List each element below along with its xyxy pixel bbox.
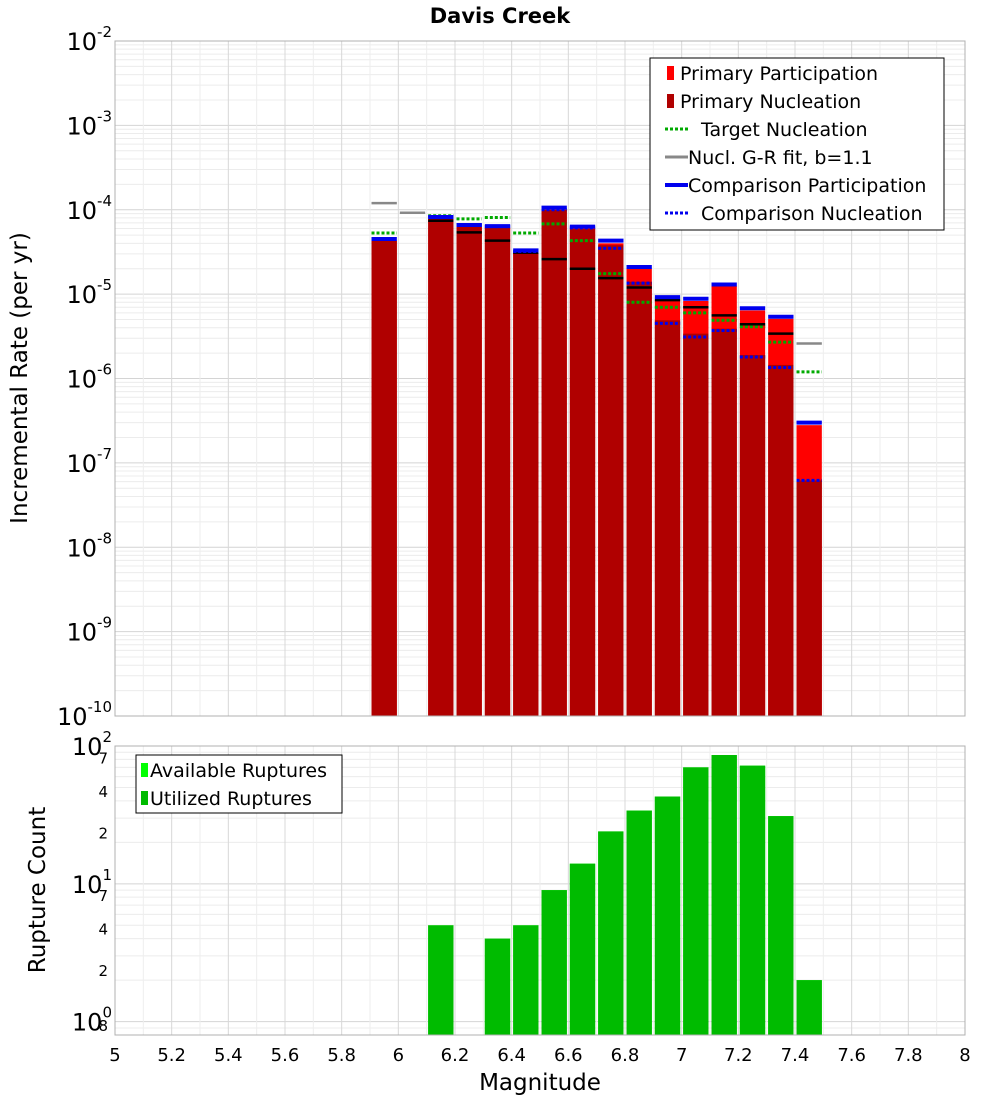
y-tick-label: 10-5 [66, 276, 112, 309]
legend-utilized-ruptures-label: Utilized Ruptures [150, 788, 312, 810]
x-tick-label: 7 [676, 1045, 687, 1066]
legend-comparison-participation-label: Comparison Participation [688, 175, 926, 197]
x-tick-label: 7.4 [781, 1045, 810, 1066]
y-axis-label-rate: Incremental Rate (per yr) [7, 232, 33, 524]
bar-utilized-ruptures [513, 925, 539, 1035]
bar-utilized-ruptures [569, 863, 596, 1035]
bar-primary-nucleation [654, 320, 681, 716]
bar-primary-nucleation [541, 209, 567, 716]
x-tick-label: 5.6 [271, 1045, 300, 1066]
bar-utilized-ruptures [626, 810, 652, 1035]
legend-utilized-ruptures-swatch [141, 791, 148, 805]
legend-box [649, 57, 945, 231]
y-tick-label: 10-10 [57, 698, 112, 731]
bar-utilized-ruptures [428, 925, 454, 1035]
y-axis-label-count: Rupture Count [25, 807, 51, 973]
bar-primary-nucleation [428, 218, 454, 716]
y-tick-label: 101 [72, 866, 112, 899]
x-tick-label: 7.6 [837, 1045, 866, 1066]
y-tick-label: 10-2 [66, 23, 112, 56]
y-minor-tick-label: 2 [98, 824, 108, 842]
x-tick-label: 6.4 [497, 1045, 526, 1066]
bar-utilized-ruptures [541, 890, 567, 1035]
legend-available-ruptures-swatch [141, 763, 148, 777]
y-minor-tick-label: 4 [98, 783, 108, 801]
bar-utilized-ruptures [683, 767, 709, 1035]
rate-plot: 10-2 10-3 10-4 10-5 10-6 10-7 10-8 10-9 10-10 Pri… [57, 23, 966, 731]
bar-primary-nucleation [484, 227, 511, 716]
rupture-count-plot: 102 101 100 7 4 2 7 4 2 8 Available Ruptures Utiliz… [72, 728, 971, 1066]
y-tick-label: 100 [72, 1004, 112, 1037]
bar-primary-nucleation [683, 333, 709, 716]
bar-primary-nucleation [371, 240, 397, 717]
plot-border [114, 40, 966, 717]
bar-utilized-ruptures [768, 816, 794, 1035]
bar-primary-nucleation [626, 281, 652, 716]
bar-primary-nucleation [456, 226, 482, 716]
bar-utilized-ruptures [484, 938, 511, 1035]
x-tick-label: 8 [959, 1045, 970, 1066]
x-tick-label: 7.2 [724, 1045, 753, 1066]
legend-primary-nucleation-label: Primary Nucleation [680, 91, 861, 113]
bar-utilized-ruptures [711, 755, 737, 1035]
bar-utilized-ruptures [739, 765, 766, 1035]
bar-primary-nucleation [598, 245, 624, 717]
x-axis-label: Magnitude [479, 1070, 601, 1096]
bar-primary-nucleation [513, 252, 539, 716]
y-minor-tick-label: 7 [98, 887, 108, 905]
bar-primary-nucleation [569, 229, 596, 717]
bar-primary-nucleation [711, 328, 737, 716]
x-tick-label: 7.8 [894, 1045, 923, 1066]
y-tick-label: 10-7 [66, 445, 112, 478]
x-tick-label: 6.2 [441, 1045, 470, 1066]
y-tick-label: 10-9 [66, 614, 112, 647]
x-tick-label: 5.8 [327, 1045, 356, 1066]
bar-utilized-ruptures [796, 980, 822, 1035]
legend-available-ruptures-label: Available Ruptures [150, 760, 327, 782]
y-tick-label: 10-8 [66, 529, 112, 562]
legend-primary-nucleation-swatch [667, 94, 674, 108]
bar-utilized-ruptures [598, 831, 624, 1035]
bar-primary-nucleation [768, 364, 794, 716]
x-tick-label: 5.2 [157, 1045, 186, 1066]
bar-primary-nucleation [739, 354, 766, 716]
legend-nucl-g-r-fit-b-1-1-label: Nucl. G-R fit, b=1.1 [688, 147, 873, 169]
y-minor-tick-label: 4 [98, 921, 108, 939]
y-tick-label: 10-3 [66, 107, 112, 140]
y-minor-tick-label: 8 [98, 1017, 108, 1035]
legend-primary-participation-swatch [667, 66, 674, 80]
x-tick-label: 6 [393, 1045, 404, 1066]
bar-primary-nucleation [796, 480, 822, 716]
plot-border [114, 745, 966, 1036]
y-minor-tick-label: 2 [98, 962, 108, 980]
y-tick-label: 10-4 [66, 192, 112, 225]
y-tick-label: 102 [72, 728, 112, 761]
bar-utilized-ruptures [654, 796, 681, 1035]
x-tick-label: 5.4 [214, 1045, 243, 1066]
x-tick-label: 6.8 [611, 1045, 640, 1066]
chart-title: Davis Creek [430, 4, 572, 28]
y-tick-label: 10-6 [66, 361, 112, 394]
x-tick-label: 5 [109, 1045, 120, 1066]
legend-box [135, 754, 343, 814]
y-minor-tick-label: 7 [98, 749, 108, 767]
legend-primary-participation-label: Primary Participation [680, 63, 878, 85]
x-tick-label: 6.6 [554, 1045, 583, 1066]
legend-target-nucleation-label: Target Nucleation [700, 119, 868, 141]
legend-comparison-nucleation-label: Comparison Nucleation [701, 203, 923, 225]
